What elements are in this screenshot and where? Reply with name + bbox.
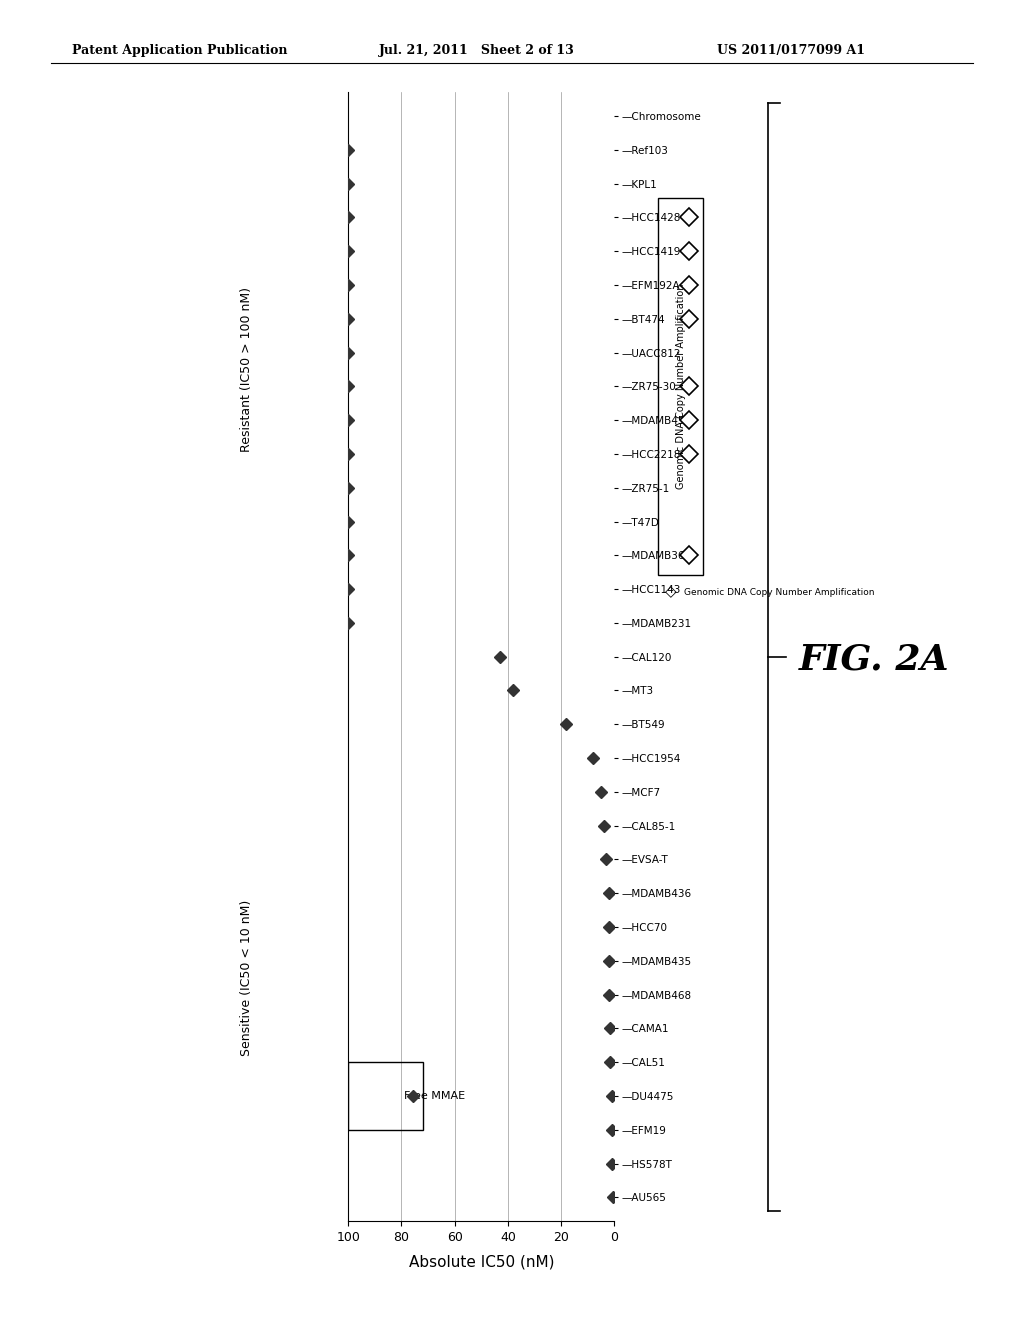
Text: Genomic DNA Copy Number Amplification: Genomic DNA Copy Number Amplification [684, 587, 874, 597]
Text: US 2011/0177099 A1: US 2011/0177099 A1 [717, 44, 865, 57]
Bar [618, 100, 621, 131]
Bar [621, 100, 622, 131]
Text: Genomic DNA Copy Number Amplification: Genomic DNA Copy Number Amplification [676, 284, 686, 490]
Bar [614, 100, 615, 131]
Bar [615, 100, 616, 131]
Text: Patent Application Publication: Patent Application Publication [72, 44, 287, 57]
Text: Free MMAE: Free MMAE [404, 1090, 465, 1101]
Bar [616, 100, 617, 131]
Text: Sensitive (IC50 < 10 nM): Sensitive (IC50 < 10 nM) [241, 900, 254, 1056]
Bar [617, 100, 618, 131]
Text: Jul. 21, 2011   Sheet 2 of 13: Jul. 21, 2011 Sheet 2 of 13 [379, 44, 574, 57]
Text: FIG. 2A: FIG. 2A [799, 643, 949, 677]
Bar [348, 1063, 423, 1130]
Text: Resistant (IC50 > 100 nM): Resistant (IC50 > 100 nM) [241, 286, 254, 451]
Bar [622, 100, 623, 131]
X-axis label: Absolute IC50 (nM): Absolute IC50 (nM) [409, 1255, 554, 1270]
Text: ◇: ◇ [665, 585, 677, 599]
